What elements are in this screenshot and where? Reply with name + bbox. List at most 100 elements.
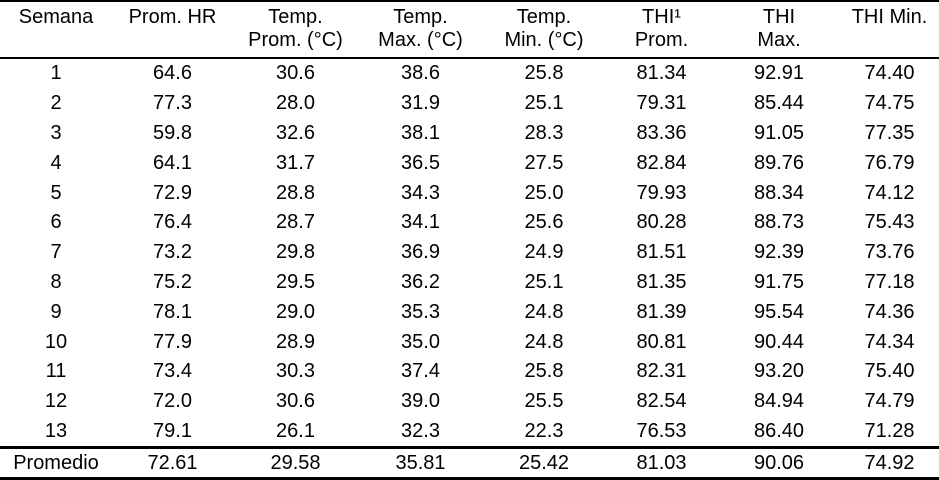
table-cell-temp-min: 25.0: [524, 181, 564, 204]
week-number-cell: 11: [45, 360, 67, 383]
table-cell-temp-min: 24.8: [524, 330, 564, 353]
table-row-week-10: 10 77.9 28.9 35.0 24.8 80.81 90.44 74.34: [0, 327, 939, 357]
table-cell-temp-prom: 28.8: [276, 181, 315, 204]
table-cell-temp-min: 25.8: [524, 360, 564, 383]
column-header-line2: Min. (°C): [504, 29, 584, 51]
table-cell-temp-min: 24.8: [524, 300, 564, 323]
column-header-thi-prom: THI¹ Prom.: [605, 0, 718, 59]
table-cell-thi-prom: 81.51: [636, 241, 687, 264]
table-cell-temp-min: 25.1: [524, 92, 564, 115]
table-cell-prom-hr: 59.8: [153, 121, 192, 144]
column-header-line2: Prom. (°C): [248, 29, 343, 51]
table-cell-temp-prom: 30.6: [276, 62, 315, 85]
table-cell-thi-max: 89.76: [753, 151, 805, 174]
table-cell-prom-hr: 73.2: [153, 241, 192, 264]
column-header-line1: Temp.: [516, 6, 572, 28]
table-cell-prom-hr: 78.1: [153, 300, 192, 323]
table-cell-thi-min: 74.75: [864, 92, 915, 115]
table-cell-temp-min: 22.3: [524, 419, 564, 442]
table-cell-temp-min: 25.8: [524, 62, 564, 85]
table-header: Semana Prom. HR Temp. Prom. (°C) Temp. Max. (…: [0, 0, 939, 59]
table-cell-thi-prom: 79.31: [636, 92, 687, 115]
summary-label: Promedio: [0, 446, 112, 480]
table-cell-temp-max: 38.6: [401, 62, 440, 85]
table-cell-thi-min: 75.40: [864, 360, 915, 383]
table-cell-thi-min: 77.18: [864, 270, 915, 293]
table-cell-temp-min: 24.9: [524, 241, 564, 264]
table-cell-temp-prom: 26.1: [276, 419, 315, 442]
table-cell-prom-hr: 64.6: [153, 62, 192, 85]
table-cell-thi-min: 74.79: [864, 390, 915, 413]
table-row-week-6: 6 76.4 28.7 34.1 25.6 80.28 88.73 75.43: [0, 208, 939, 238]
table-cell-temp-prom: 29.5: [276, 270, 315, 293]
week-number-cell: 9: [50, 300, 62, 323]
week-number-cell: 6: [50, 211, 62, 234]
table-row-week-1: 1 64.6 30.6 38.6 25.8 81.34 92.91 74.40: [0, 58, 939, 89]
table-cell-thi-prom: 76.53: [636, 419, 687, 442]
summary-cell-thi-prom: 81.03: [605, 446, 718, 480]
table-cell-thi-prom: 81.39: [636, 300, 687, 323]
week-number-cell: 3: [50, 121, 62, 144]
table-row-week-12: 12 72.0 30.6 39.0 25.5 82.54 84.94 74.79: [0, 387, 939, 417]
table-body: 1 64.6 30.6 38.6 25.8 81.34 92.91 74.40 2 77.3 28.…: [0, 58, 939, 448]
table-cell-thi-prom: 79.93: [636, 181, 687, 204]
table-cell-temp-max: 34.3: [401, 181, 440, 204]
table-row-week-9: 9 78.1 29.0 35.3 24.8 81.39 95.54 74.36: [0, 297, 939, 327]
week-number-cell: 8: [50, 270, 62, 293]
table-cell-thi-prom: 80.28: [636, 211, 687, 234]
column-header-line1: Prom. HR: [128, 6, 217, 28]
table-cell-thi-max: 90.44: [753, 330, 805, 353]
week-number-cell: 13: [44, 419, 68, 442]
summary-cell-thi-max: 90.06: [718, 446, 840, 480]
column-header-line1: Semana: [18, 6, 94, 28]
table-cell-thi-max: 84.94: [753, 390, 805, 413]
table-cell-thi-min: 76.79: [864, 151, 915, 174]
table-cell-thi-min: 74.40: [864, 62, 915, 85]
table-cell-temp-max: 38.1: [401, 121, 440, 144]
column-header-temp-min: Temp. Min. (°C): [483, 0, 605, 59]
column-header-line1: Temp.: [268, 6, 323, 28]
table-cell-thi-min: 75.43: [864, 211, 915, 234]
column-header-line1: THI Min.: [851, 6, 928, 28]
table-cell-thi-prom: 83.36: [636, 121, 687, 144]
table-cell-prom-hr: 75.2: [153, 270, 192, 293]
column-header-thi-max: THI Max.: [718, 0, 840, 59]
table-cell-thi-prom: 81.35: [636, 270, 687, 293]
table-cell-temp-max: 31.9: [401, 92, 440, 115]
table-cell-thi-max: 91.75: [753, 270, 805, 293]
column-header-line1: THI¹: [642, 6, 681, 28]
table-cell-temp-max: 34.1: [401, 211, 440, 234]
table-cell-thi-min: 71.28: [864, 419, 915, 442]
table-cell-thi-max: 88.34: [753, 181, 805, 204]
week-number-cell: 7: [50, 241, 62, 264]
table-cell-prom-hr: 72.0: [153, 390, 192, 413]
table-cell-temp-max: 36.2: [401, 270, 440, 293]
column-header-line2: Max. (°C): [378, 29, 463, 51]
table-cell-temp-min: 28.3: [524, 121, 564, 144]
summary-cell-prom-hr: 72.61: [112, 446, 233, 480]
table-cell-thi-max: 86.40: [753, 419, 805, 442]
week-number-cell: 5: [50, 181, 62, 204]
summary-cell-temp-min: 25.42: [483, 446, 605, 480]
table-cell-thi-max: 91.05: [753, 121, 805, 144]
table-row-week-7: 7 73.2 29.8 36.9 24.9 81.51 92.39 73.76: [0, 238, 939, 268]
table-cell-prom-hr: 79.1: [153, 419, 192, 442]
column-header-temp-max: Temp. Max. (°C): [358, 0, 483, 59]
table-cell-prom-hr: 73.4: [153, 360, 192, 383]
table-cell-temp-max: 35.3: [401, 300, 440, 323]
table-cell-thi-max: 85.44: [753, 92, 805, 115]
week-number-cell: 2: [50, 92, 62, 115]
table-cell-temp-prom: 29.0: [276, 300, 315, 323]
week-number-cell: 4: [50, 151, 62, 174]
column-header-temp-prom: Temp. Prom. (°C): [233, 0, 358, 59]
week-number-cell: 1: [50, 62, 62, 85]
table-cell-temp-min: 25.5: [524, 390, 564, 413]
column-header-line1: THI: [762, 6, 796, 28]
table-cell-thi-min: 74.34: [864, 330, 915, 353]
table-cell-temp-min: 27.5: [524, 151, 564, 174]
column-header-semana: Semana: [0, 0, 112, 59]
table-cell-temp-prom: 30.3: [276, 360, 315, 383]
table-cell-thi-prom: 82.54: [636, 390, 687, 413]
table-footer: Promedio 72.61 29.58 35.81 25.42 81.03 90.06 74…: [0, 446, 939, 480]
